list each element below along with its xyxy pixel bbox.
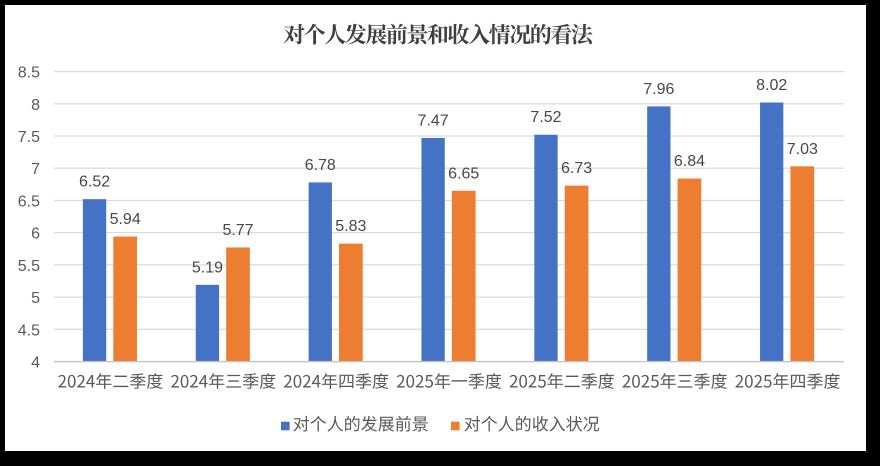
svg-text:5.19: 5.19: [192, 259, 223, 276]
svg-text:7.5: 7.5: [18, 129, 40, 146]
svg-text:6.52: 6.52: [79, 174, 110, 191]
svg-text:6.84: 6.84: [674, 153, 705, 170]
svg-text:5.94: 5.94: [110, 211, 141, 228]
svg-text:5.77: 5.77: [222, 222, 253, 239]
svg-text:6.5: 6.5: [18, 193, 40, 210]
svg-text:7.03: 7.03: [787, 141, 818, 158]
svg-text:7.52: 7.52: [530, 109, 561, 126]
svg-text:4.5: 4.5: [18, 322, 40, 339]
svg-text:7: 7: [31, 161, 40, 178]
svg-text:7.96: 7.96: [643, 81, 674, 98]
svg-text:8: 8: [31, 97, 40, 114]
svg-text:4: 4: [31, 355, 40, 372]
svg-text:6.65: 6.65: [448, 165, 479, 182]
svg-text:8.5: 8.5: [18, 65, 40, 82]
svg-text:6.73: 6.73: [561, 160, 592, 177]
svg-text:5.83: 5.83: [335, 218, 366, 235]
svg-text:7.47: 7.47: [418, 112, 449, 129]
svg-text:6.78: 6.78: [305, 157, 336, 174]
svg-text:5.5: 5.5: [18, 258, 40, 275]
svg-text:8.02: 8.02: [756, 77, 787, 94]
svg-text:5: 5: [31, 290, 40, 307]
svg-text:6: 6: [31, 226, 40, 243]
